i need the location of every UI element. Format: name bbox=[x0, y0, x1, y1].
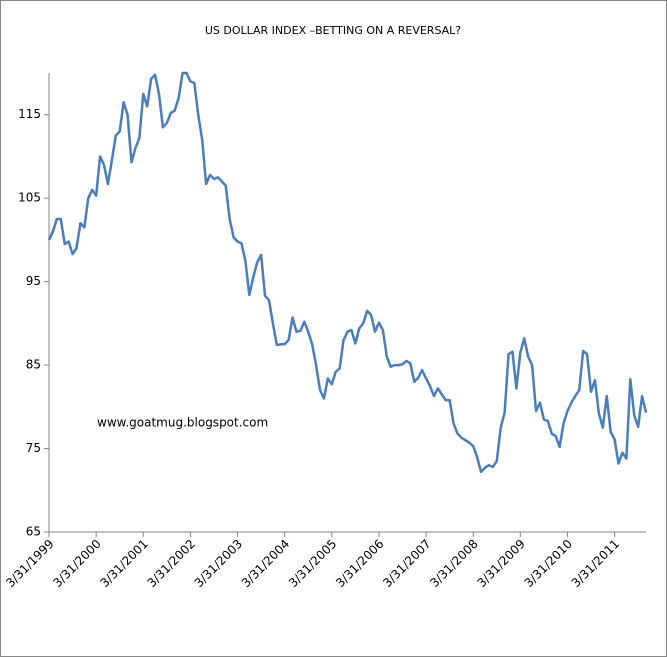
data-line bbox=[47, 71, 648, 474]
y-tick-label: 115 bbox=[18, 107, 41, 121]
y-tick-label: 75 bbox=[26, 441, 41, 455]
chart-title: US DOLLAR INDEX –BETTING ON A REVERSAL? bbox=[205, 24, 461, 37]
y-tick-label: 85 bbox=[26, 358, 41, 372]
annotation: www.goatmug.blogspot.com bbox=[97, 416, 268, 430]
y-tick-label: 95 bbox=[26, 274, 41, 288]
y-tick-label: 105 bbox=[18, 191, 41, 205]
y-tick-label: 65 bbox=[26, 525, 41, 539]
